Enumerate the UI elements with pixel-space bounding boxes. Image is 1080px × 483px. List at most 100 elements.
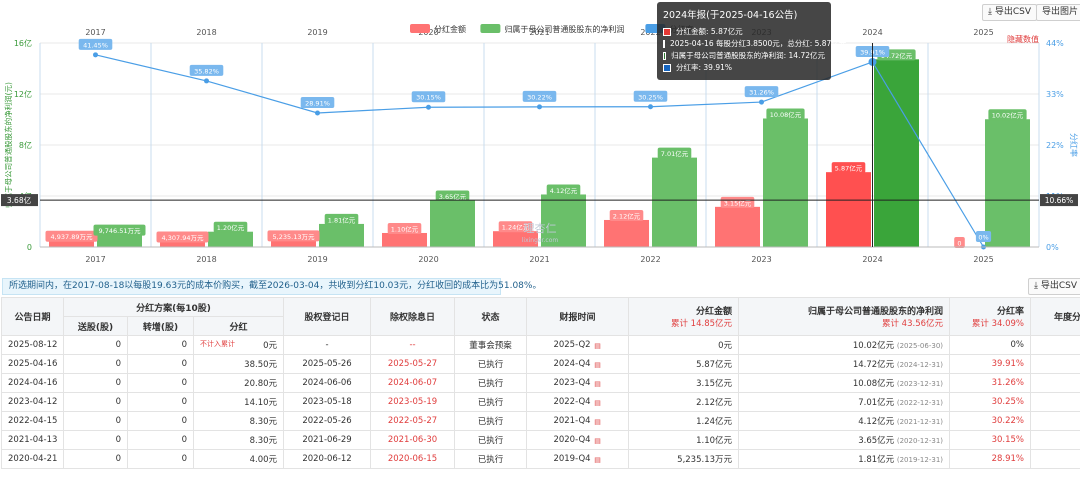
crosshair-right-box: [1040, 194, 1078, 207]
export-csv-table-button[interactable]: ⤓ 导出CSV: [1028, 278, 1080, 295]
cell-status: 已执行: [454, 449, 528, 469]
profit-label: 3.65亿元: [439, 192, 467, 201]
profit-bar: [319, 223, 364, 247]
x-bottom-tick: 2023: [751, 255, 771, 264]
cell-rate: 30.22%: [949, 411, 1032, 431]
col-transfer[interactable]: 转增(股): [127, 316, 194, 336]
cell-profit: 4.12亿元 (2021-12-31): [738, 411, 951, 431]
cell-period: 2020-Q4 ▤: [526, 430, 630, 450]
y-left-tick: 0: [27, 243, 32, 252]
x-top-tick: 2021: [529, 28, 549, 37]
cell-date: 2024-04-16: [1, 373, 64, 393]
profit-bar: [208, 231, 253, 247]
chart-tooltip: 2024年报(于2025-04-16公告) 分红金额: 5.87亿元 2025-0…: [657, 2, 846, 80]
cell-record: -: [283, 335, 372, 355]
col-year-rate[interactable]: 年度分红率: [1030, 297, 1080, 336]
tooltip-swatch: [663, 40, 665, 48]
col-send[interactable]: 送股(股): [63, 316, 128, 336]
cell-status: 董事会预案: [454, 335, 528, 355]
cell-rate: 31.26%: [949, 373, 1032, 393]
col-rate[interactable]: 分红率 累计 34.09%: [949, 297, 1032, 336]
cell-record: 2023-05-18: [283, 392, 372, 412]
cell-status: 已执行: [454, 392, 528, 412]
x-bottom-tick: 2019: [307, 255, 327, 264]
profit-label-bg: [766, 108, 805, 120]
x-top-tick: 2025: [973, 28, 993, 37]
col-date[interactable]: 公告日期: [1, 297, 64, 336]
cell-send: 0: [63, 335, 128, 355]
cell-amount: 5,235.13万元: [628, 449, 740, 469]
rate-label: 30.15%: [416, 94, 441, 102]
dividend-summary-info: 所选期间内，在2017-08-18以每股19.63元的成本价购买，截至2026-…: [2, 278, 541, 295]
cell-dividend: 8.30元: [192, 430, 285, 450]
pdf-icon: ▤: [594, 380, 601, 388]
pdf-icon: ▤: [594, 437, 601, 445]
dividend-label-bg: [156, 231, 209, 243]
dividend-label: 2.12亿元: [613, 211, 641, 220]
y-right-title: 分红率: [1069, 133, 1079, 157]
profit-bar: [874, 59, 919, 247]
dividend-bar: [493, 231, 538, 247]
cell-amount: 1.10亿元: [628, 430, 740, 450]
col-record-date[interactable]: 股权登记日: [283, 297, 372, 336]
tooltip-swatch: [663, 28, 671, 36]
x-top-tick: 2024: [862, 28, 882, 37]
hide-values-link: 隐藏数值: [1007, 34, 1039, 44]
col-status[interactable]: 状态: [454, 297, 528, 336]
export-image-button[interactable]: 导出图片: [1036, 4, 1080, 21]
cell-status: 已执行: [454, 430, 528, 450]
profit-bar: [985, 119, 1030, 247]
cell-amount: 5.87亿元: [628, 354, 740, 374]
cell-dividend: 20.80元: [192, 373, 285, 393]
dividend-bar: [826, 172, 871, 247]
rate-label: 0%: [978, 234, 988, 242]
x-top-tick: 2017: [85, 28, 105, 37]
x-bottom-tick: 2017: [85, 255, 105, 264]
tooltip-text: 分红金额: 5.87亿元: [676, 27, 743, 36]
y-left-tick: 8亿: [19, 140, 32, 150]
y-left-title: 归属于母公司普通股股东的净利润(元): [3, 82, 13, 208]
col-exdiv-date[interactable]: 除权除息日: [370, 297, 456, 336]
pdf-icon: ▤: [594, 418, 601, 426]
col-amount[interactable]: 分红金额 累计 14.85亿元: [628, 297, 740, 336]
tooltip-row: 分红金额: 5.87亿元: [663, 26, 825, 38]
cell-status: 已执行: [454, 354, 528, 374]
profit-label: 10.08亿元: [770, 110, 802, 119]
cell-date: 2025-08-12: [1, 335, 64, 355]
profit-label-bg: [546, 184, 581, 196]
chart-legend: 分红金额归属于母公司普通股股东的净利润分红率: [410, 24, 693, 34]
rate-label: 31.26%: [749, 89, 774, 97]
rate-label: 35.82%: [194, 67, 219, 75]
rate-point: [537, 104, 542, 110]
cell-rate: 30.25%: [949, 392, 1032, 412]
cell-profit: 7.01亿元 (2022-12-31): [738, 392, 951, 412]
col-dividend[interactable]: 分红: [192, 316, 285, 336]
cell-dividend: 8.30元: [192, 411, 285, 431]
dividend-label: 1.10亿元: [391, 224, 419, 233]
profit-bar: [97, 234, 142, 247]
cell-status: 已执行: [454, 411, 528, 431]
legend-label: 分红金额: [434, 24, 466, 34]
cell-period: 2025-Q2 ▤: [526, 335, 630, 355]
profit-label: 1.81亿元: [328, 215, 356, 224]
x-top-tick: 2018: [196, 28, 216, 37]
cell-year-rate: 30.22%: [1030, 411, 1080, 431]
cell-period: 2021-Q4 ▤: [526, 411, 630, 431]
cell-exdiv: 2020-06-15: [370, 449, 456, 469]
cell-exdiv: 2021-06-30: [370, 430, 456, 450]
y-right-tick: 0%: [1046, 243, 1059, 252]
cell-record: 2021-06-29: [283, 430, 372, 450]
rate-point: [648, 104, 653, 110]
rate-point: [759, 99, 764, 105]
profit-bar: [541, 194, 586, 247]
table-row: 2025-08-12 0 0 不计入累计 0元 - -- 董事会预案 2025-Q2 ▤ 0元 10.…: [1, 335, 1080, 355]
tooltip-swatch: [663, 64, 671, 72]
table-row: 2020-04-21 0 0 4.00元 2020-06-12 2020-06-15 已执行…: [1, 449, 1080, 469]
cell-record: 2025-05-26: [283, 354, 372, 374]
cell-date: 2021-04-13: [1, 430, 64, 450]
col-profit[interactable]: 归属于母公司普通股股东的净利润 累计 43.56亿元: [738, 297, 951, 336]
profit-label-bg: [657, 147, 692, 159]
dividend-label: 0: [957, 240, 961, 248]
table-row: 2021-04-13 0 0 8.30元 2021-06-29 2021-06-30 已执行…: [1, 430, 1080, 450]
col-period[interactable]: 财报时间: [526, 297, 630, 336]
